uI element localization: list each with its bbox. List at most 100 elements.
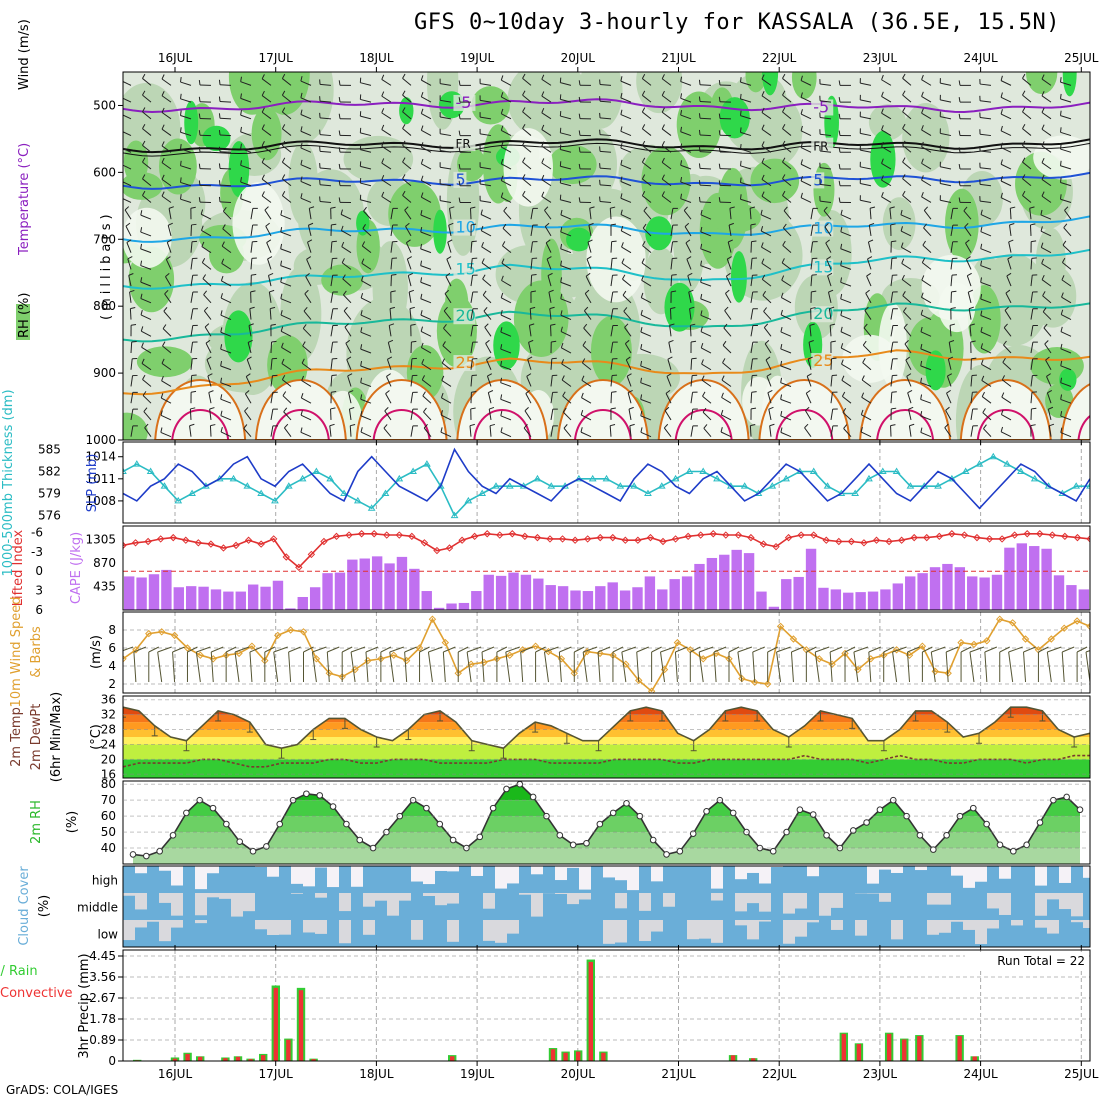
- rh-tick-label: 80: [101, 777, 116, 791]
- wind-barb-flag: [220, 275, 224, 281]
- cloud-gap: [735, 893, 747, 912]
- wind-barb-flag: [302, 324, 307, 329]
- wind-barb-flag: [620, 76, 623, 82]
- wind-barb-flag: [1000, 159, 1003, 165]
- wind-barb-flag: [162, 324, 167, 329]
- cape-bar: [632, 587, 643, 610]
- wind-barb: [522, 195, 532, 203]
- wind-barb-flag: [541, 108, 545, 114]
- precip-legend-convective: Convective: [0, 986, 73, 1001]
- wind-barb: [319, 100, 332, 103]
- wind-barb: [980, 214, 992, 220]
- wind-barb: [501, 113, 512, 120]
- wind-barb-flag: [360, 327, 363, 333]
- wind-barb: [480, 99, 492, 103]
- wind-barb: [980, 83, 992, 86]
- wind-barb: [901, 263, 912, 270]
- rh-line-point: [943, 831, 950, 839]
- wind-barb-flag: [201, 225, 204, 231]
- wind-barb: [761, 179, 772, 187]
- wind-barb: [620, 130, 632, 137]
- wind-barb-flag: [420, 293, 423, 299]
- wind-barb: [940, 132, 952, 137]
- wind-barb-flag: [680, 176, 683, 183]
- wind-barb: [881, 112, 892, 120]
- wind-barb-flag: [500, 142, 504, 148]
- wind-barb: [669, 325, 672, 337]
- cloud-gap: [711, 866, 723, 889]
- wind-barb: [765, 359, 772, 370]
- rh-contour-90: [762, 72, 779, 96]
- wind-barb: [740, 165, 752, 170]
- wind-barb: [525, 393, 532, 404]
- wind-barb: [163, 310, 172, 320]
- wind-barb: [280, 330, 292, 337]
- wind-barb-flag: [500, 394, 503, 400]
- wind-barb: [920, 398, 932, 404]
- wind-barb: [750, 291, 754, 303]
- wind-barb-flag: [1000, 192, 1003, 198]
- wind-barb: [940, 183, 952, 187]
- wind-barb: [219, 84, 232, 86]
- wind-barb-flag: [842, 407, 847, 413]
- surface-wind-barb-flag: [380, 646, 392, 653]
- surface-wind-barb: [698, 651, 704, 683]
- wind-barb: [180, 131, 192, 137]
- rh-contour-70: [548, 144, 597, 185]
- wind-speed-line-point: [751, 678, 759, 686]
- surface-wind-barb-flag: [428, 646, 443, 653]
- wind-barb-flag: [780, 292, 784, 298]
- wind-barb: [130, 358, 133, 370]
- cloud-gap: [531, 866, 543, 875]
- wind-barb-flag: [862, 340, 867, 346]
- isotherm-label: 25: [455, 353, 475, 372]
- cloud-gap: [1035, 920, 1047, 928]
- wind-barb: [190, 342, 194, 354]
- cloud-gap: [387, 893, 399, 916]
- wind-barb: [307, 242, 312, 253]
- wind-barb: [481, 262, 492, 270]
- wind-barb-flag: [824, 222, 829, 228]
- wind-barb-flag: [1059, 160, 1062, 166]
- surface-wind-barb: [234, 651, 240, 683]
- lifted-index-line-point: [521, 532, 529, 541]
- wind-barb-flag: [500, 192, 504, 198]
- lifted-index-line-point: [621, 536, 630, 544]
- wind-barb: [740, 81, 752, 86]
- li-tick-label: 0: [35, 564, 43, 578]
- wind-barb-flag: [130, 306, 136, 310]
- precip-plot: [123, 950, 1090, 1061]
- wind-barb: [1022, 144, 1032, 153]
- wind-barb-flag: [281, 140, 286, 146]
- wind-barb-flag: [1040, 242, 1044, 248]
- wind-barb-flag: [698, 79, 701, 85]
- cape-bar: [421, 591, 432, 610]
- rh-line-point: [236, 838, 244, 845]
- wind-barb-flag: [830, 323, 836, 326]
- wind-barb: [1030, 275, 1033, 287]
- wind-barb: [626, 375, 632, 387]
- wind-barb: [381, 162, 392, 170]
- cape-bar: [967, 576, 978, 610]
- wind-barb: [780, 348, 792, 354]
- wind-barb: [640, 314, 652, 321]
- thickness-line-point: [353, 496, 362, 504]
- wind-barb-flag: [642, 241, 646, 246]
- wind-barb-flag: [143, 407, 148, 412]
- cape-bar: [533, 578, 544, 610]
- wind-barb: [621, 230, 632, 237]
- wind-barb-flag: [340, 225, 344, 231]
- rh-line-point: [303, 790, 310, 798]
- wind-barb-flag: [620, 176, 623, 182]
- wind-barb: [949, 325, 952, 337]
- slp-tick-label: 1011: [85, 472, 116, 486]
- wind-barb: [680, 198, 692, 203]
- wind-barb: [980, 347, 992, 354]
- wind-barb: [820, 100, 832, 103]
- surface-wind-barb-flag: [969, 646, 985, 653]
- wind-barb: [1008, 241, 1012, 253]
- wind-barb-flag: [782, 240, 786, 246]
- thickness-tick-label: 579: [38, 487, 61, 501]
- wind-barb-flag: [739, 110, 742, 116]
- thickness-line-point: [132, 460, 141, 467]
